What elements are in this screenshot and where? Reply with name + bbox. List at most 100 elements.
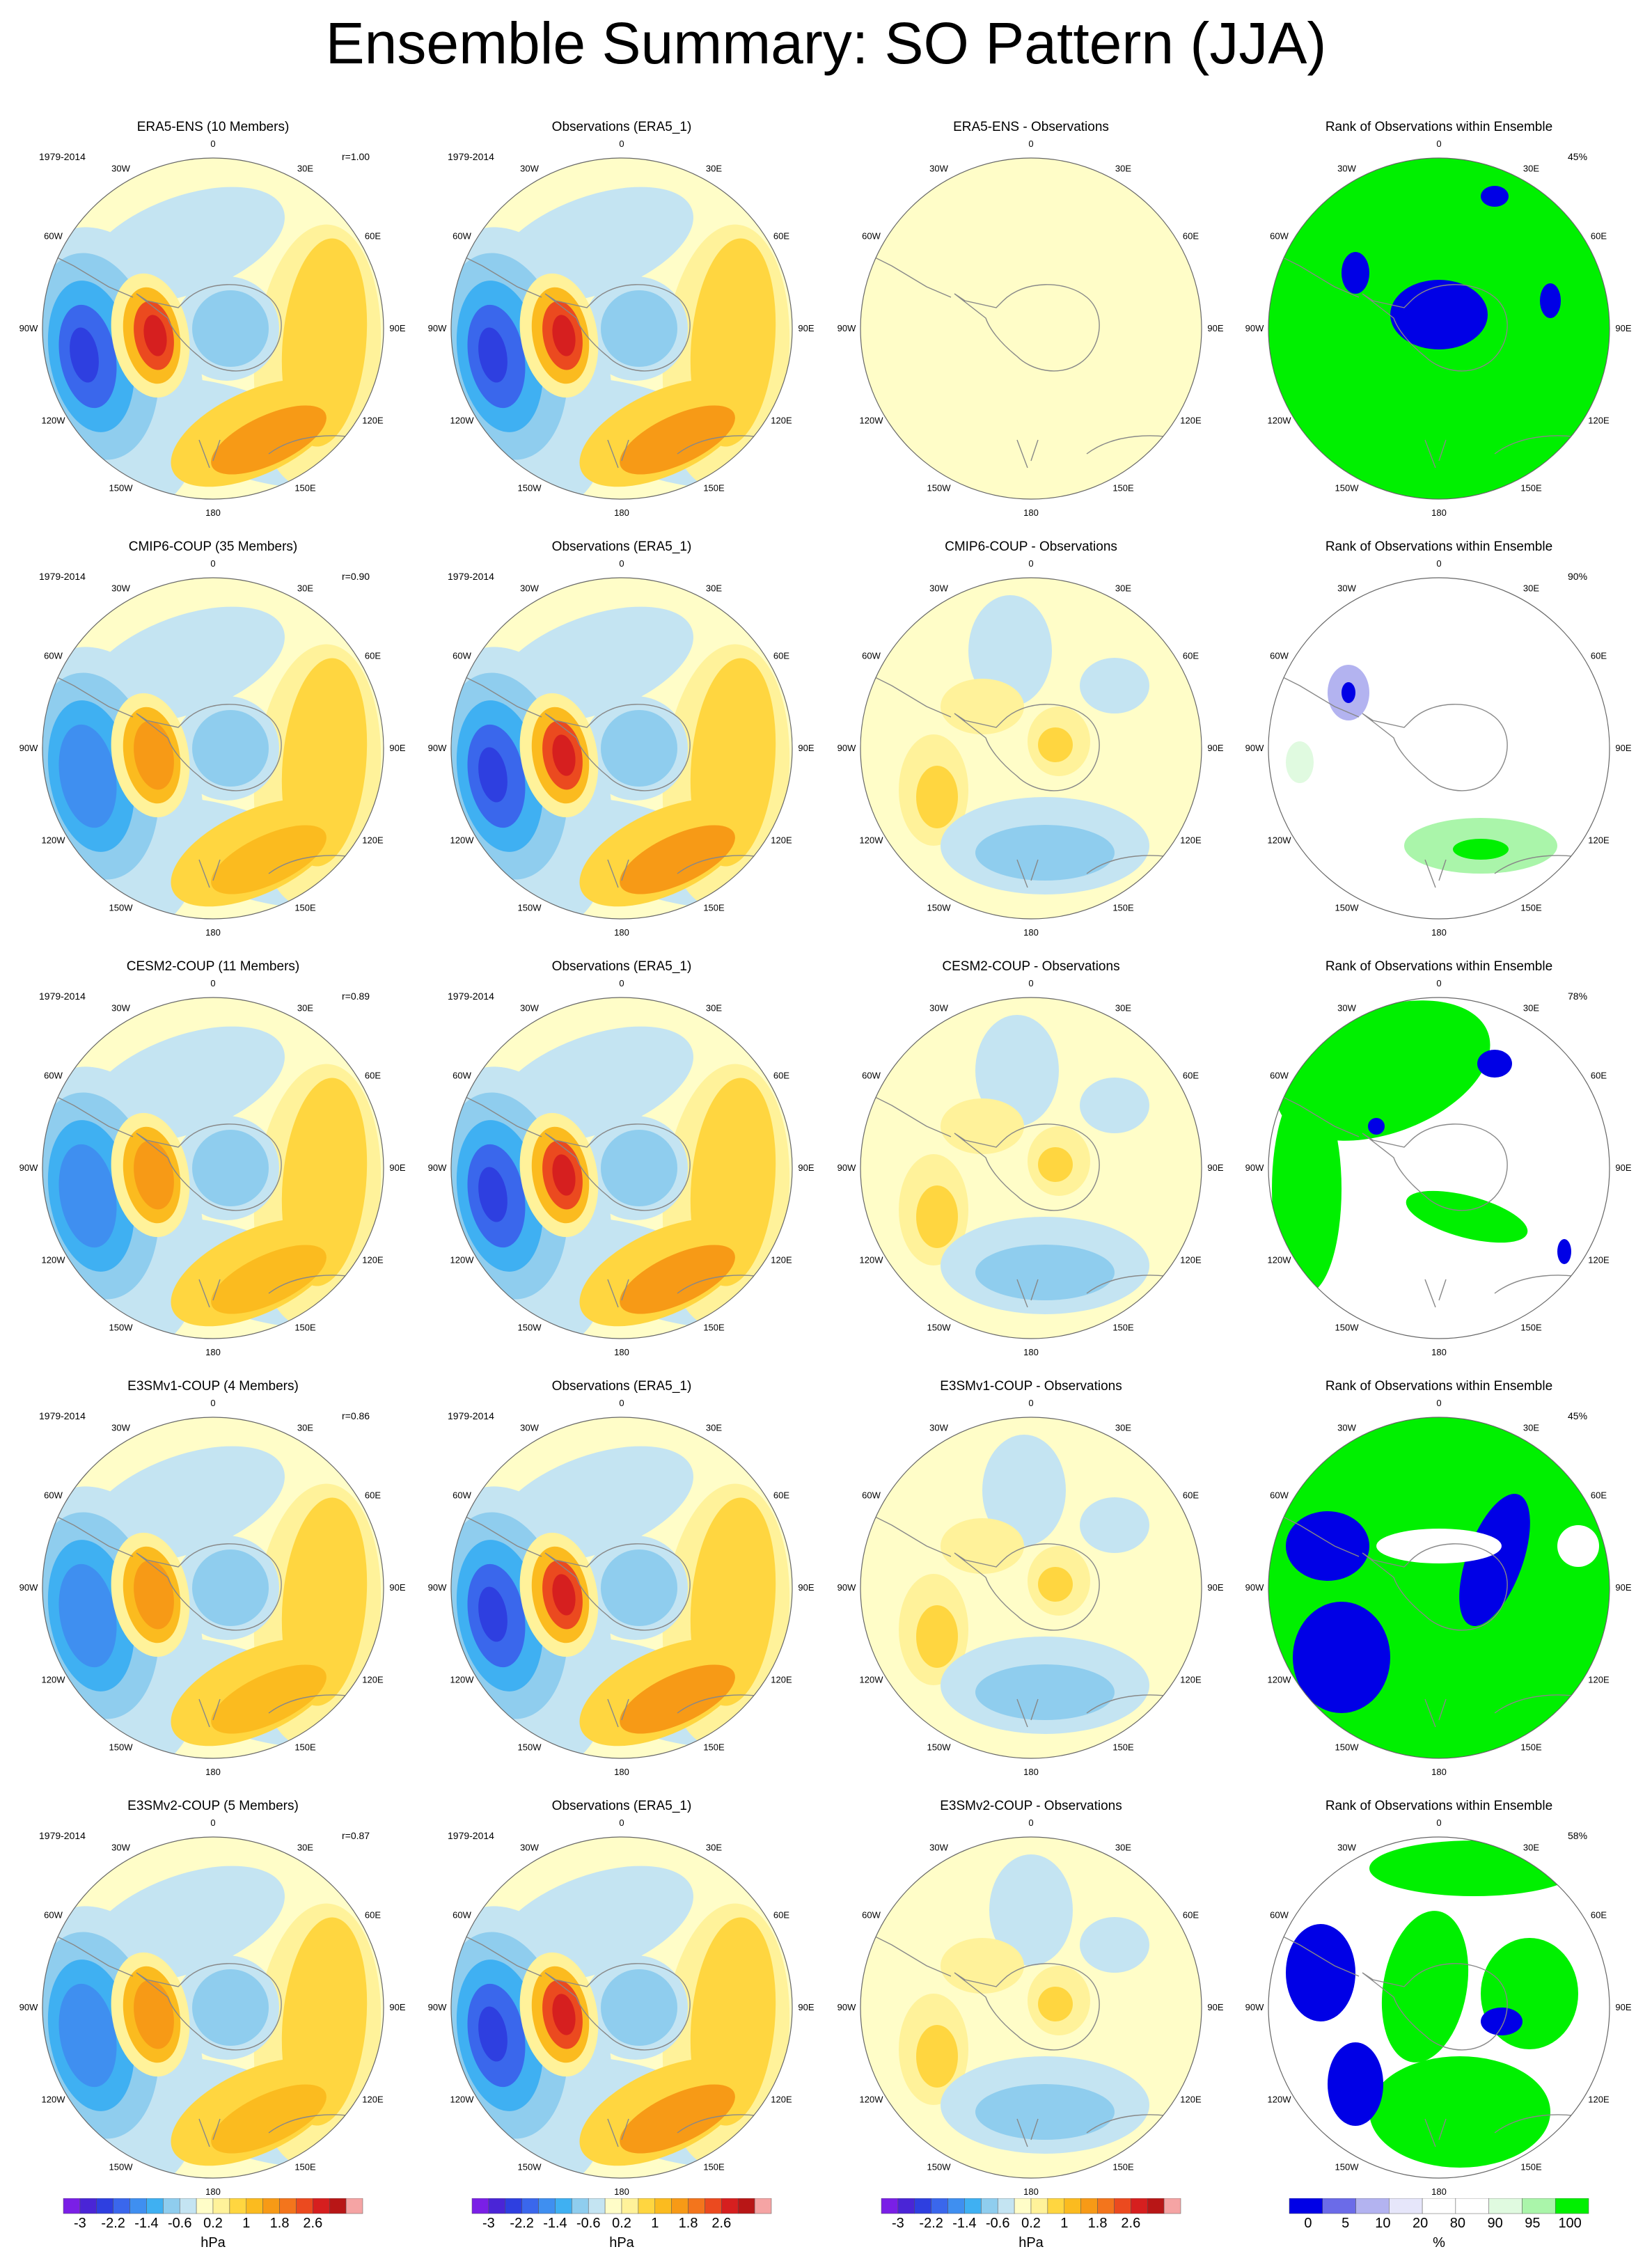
colorbar-tick-label: 0: [1304, 2216, 1312, 2231]
longitude-label: 150E: [1520, 1322, 1542, 1332]
colorbar-tick-label: 0.2: [1021, 2216, 1041, 2231]
longitude-label: 90E: [798, 1582, 814, 1593]
longitude-label: 60E: [1591, 651, 1607, 661]
panel-title: Observations (ERA5_1): [551, 959, 692, 974]
contour-region: [975, 1245, 1115, 1300]
colorbar-swatch: [654, 2198, 672, 2214]
contour-region: [982, 1435, 1066, 1546]
contour-region: [1080, 1497, 1149, 1553]
contour-region: [941, 1518, 1024, 1574]
colorbar-tick-label: 0.2: [612, 2216, 631, 2231]
contour-region: [1293, 1602, 1390, 1713]
contour-region: [478, 747, 508, 803]
colorbar-tick-label: 1: [242, 2216, 250, 2231]
colorbar-swatch: [997, 2198, 1015, 2214]
map-boundary: [42, 1417, 384, 1759]
longitude-label: 150E: [1112, 482, 1134, 493]
stat-label: 90%: [1568, 571, 1588, 582]
map-panel-r4-c2: 0 30E 60E 90E 120E 150E 180 150W 120W 90W 60W 30W: [837, 1818, 1224, 2197]
panel-title: ERA5-ENS - Observations: [953, 120, 1109, 134]
longitude-label: 0: [210, 1398, 215, 1408]
contour-region: [916, 1185, 958, 1248]
period-label: 1979-2014: [39, 1830, 86, 1841]
colorbar-swatch: [1014, 2198, 1032, 2214]
longitude-label: 60W: [862, 1071, 881, 1081]
longitude-label: 60E: [365, 231, 381, 242]
map-boundary: [450, 997, 793, 1339]
map-panel-r3-c3: 0 30E 60E 90E 120E 150E 180 150W 120W 90W 60W 30W: [1245, 1398, 1632, 1777]
longitude-label: 90W: [428, 743, 447, 753]
antarctica-outline: [136, 704, 282, 791]
map-panel-r1-c0: 0 30E 60E 90E 120E 150E 180 150W 120W 90W 60W 30W: [19, 558, 406, 938]
longitude-label: 60E: [1183, 651, 1199, 661]
longitude-label: 150E: [1112, 2161, 1134, 2172]
colorbar-unit-label: hPa: [609, 2235, 634, 2250]
contour-region: [478, 1167, 508, 1222]
longitude-label: 30W: [929, 1423, 948, 1433]
colorbar-swatch: [196, 2198, 214, 2214]
stat-label: r=0.87: [342, 1830, 370, 1841]
longitude-label: 180: [205, 507, 221, 518]
panel-title: Observations (ERA5_1): [551, 1379, 692, 1394]
colorbar-swatch: [897, 2198, 915, 2214]
longitude-label: 60E: [773, 1490, 789, 1501]
contour-region: [552, 315, 576, 356]
longitude-label: 30W: [1337, 164, 1356, 174]
longitude-label: 90E: [1207, 1162, 1223, 1173]
stat-label: r=0.89: [342, 991, 370, 1002]
longitude-label: 150E: [294, 2161, 316, 2172]
antarctica-outline: [544, 284, 691, 372]
longitude-label: 150E: [703, 1742, 725, 1752]
longitude-label: 150E: [1520, 482, 1542, 493]
longitude-label: 30E: [1523, 1843, 1539, 1853]
colorbar-swatch: [1322, 2198, 1356, 2214]
new-zealand-outline: [607, 1698, 629, 1728]
contour-region: [86, 1026, 285, 1143]
longitude-label: 60E: [365, 1910, 381, 1921]
colorbar-swatch: [1147, 2198, 1165, 2214]
longitude-label: 30E: [297, 1423, 313, 1433]
longitude-label: 150W: [518, 1322, 542, 1332]
longitude-label: 0: [210, 978, 215, 988]
longitude-label: 120E: [362, 2095, 384, 2105]
new-zealand-outline: [607, 2118, 629, 2147]
longitude-label: 60W: [44, 1490, 63, 1501]
longitude-label: 60W: [1270, 1490, 1289, 1501]
panel-title: Rank of Observations within Ensemble: [1325, 1379, 1553, 1394]
longitude-label: 120W: [450, 1255, 475, 1265]
map-boundary: [42, 997, 384, 1339]
colorbar-tick-label: -2.2: [919, 2216, 943, 2231]
longitude-label: 30W: [520, 1843, 539, 1853]
map-boundary: [42, 577, 384, 920]
longitude-label: 30W: [111, 1003, 130, 1014]
panel-title: CMIP6-COUP - Observations: [945, 539, 1117, 554]
longitude-label: 0: [1436, 558, 1441, 569]
longitude-label: 150W: [109, 1742, 134, 1752]
panel-title: E3SMv1-COUP (4 Members): [127, 1379, 299, 1394]
colorbar-swatch: [1080, 2198, 1098, 2214]
longitude-label: 60E: [1591, 1910, 1607, 1921]
new-zealand-outline: [198, 1698, 221, 1728]
longitude-label: 150E: [703, 1322, 725, 1332]
panel-title: CESM2-COUP (11 Members): [126, 959, 300, 974]
map-boundary: [1268, 997, 1610, 1339]
page-title: Ensemble Summary: SO Pattern (JJA): [325, 10, 1327, 76]
contour-region: [211, 405, 327, 475]
colorbar-swatch: [1422, 2198, 1456, 2214]
contour-region: [1286, 1924, 1355, 2021]
longitude-label: 30E: [1523, 1003, 1539, 1014]
longitude-label: 30E: [706, 1423, 722, 1433]
contour-region: [1038, 1147, 1073, 1182]
panel-title: CESM2-COUP - Observations: [942, 959, 1120, 974]
map-panel-r1-c2: 0 30E 60E 90E 120E 150E 180 150W 120W 90W 60W 30W: [837, 558, 1224, 938]
new-zealand-outline: [1424, 859, 1447, 888]
longitude-label: 120E: [1588, 835, 1610, 846]
colorbar-swatch: [881, 2198, 899, 2214]
longitude-label: 120W: [860, 1255, 884, 1265]
longitude-label: 180: [614, 507, 629, 518]
colorbar-swatch: [588, 2198, 606, 2214]
contour-region: [989, 1854, 1073, 1966]
longitude-label: 120E: [1588, 416, 1610, 426]
longitude-label: 0: [1436, 1818, 1441, 1828]
new-zealand-outline: [1424, 2118, 1447, 2147]
